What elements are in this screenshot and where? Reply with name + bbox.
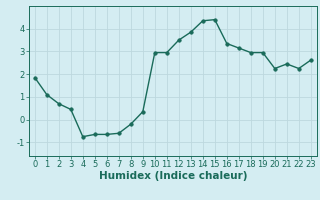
X-axis label: Humidex (Indice chaleur): Humidex (Indice chaleur) [99, 171, 247, 181]
